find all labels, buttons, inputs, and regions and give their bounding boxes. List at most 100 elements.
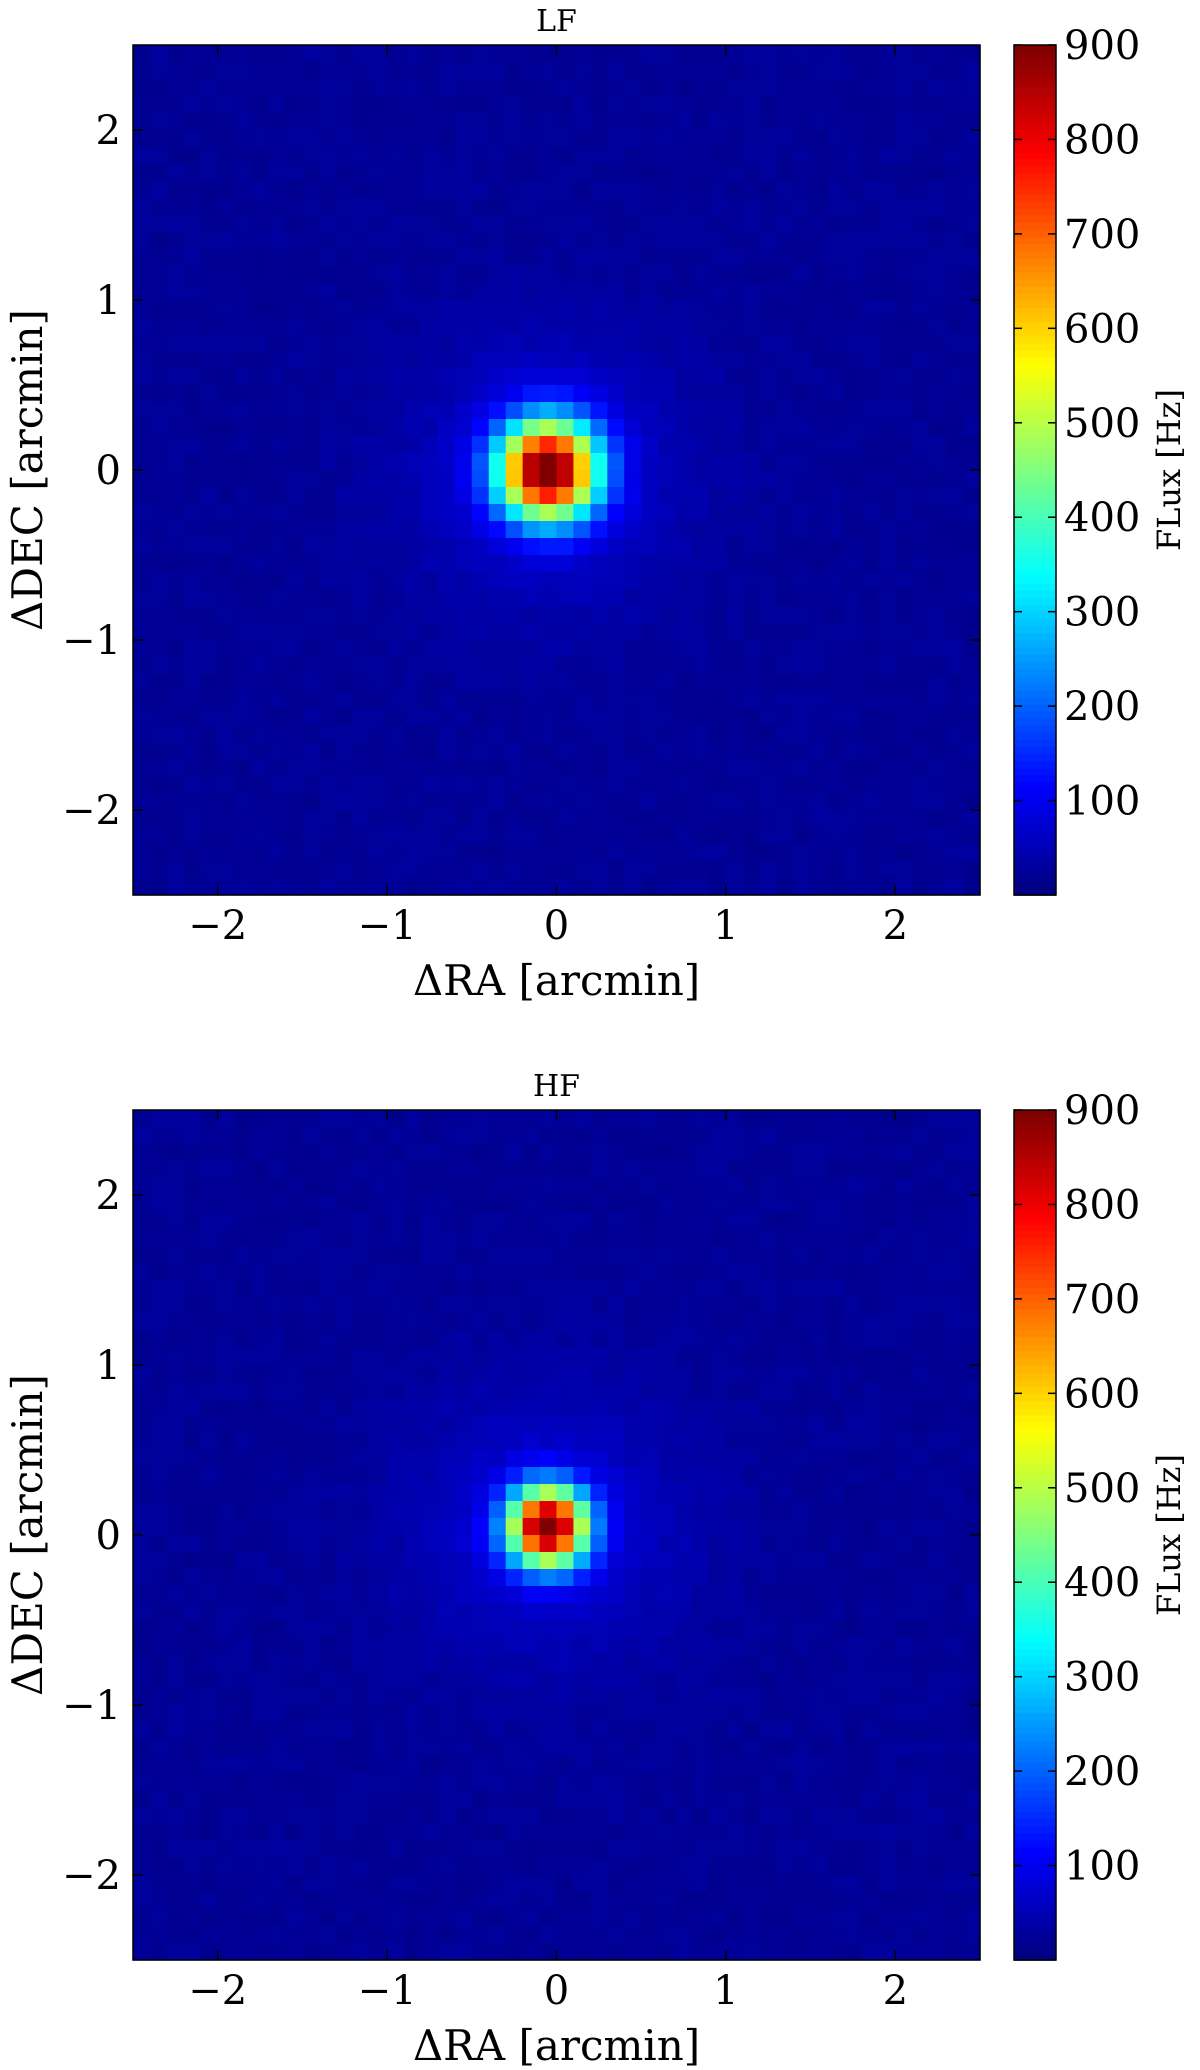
heatmap-cell [607, 504, 625, 522]
heatmap-cell [268, 793, 287, 811]
heatmap-cell [708, 1195, 727, 1213]
heatmap-cell [590, 521, 608, 539]
heatmap-cell [420, 45, 439, 63]
heatmap-cell [133, 1671, 151, 1689]
heatmap-cell [708, 1348, 727, 1366]
heatmap-cell [285, 572, 303, 590]
heatmap-cell [624, 1348, 642, 1366]
heatmap-cell [505, 1178, 524, 1196]
heatmap-cell [488, 1365, 507, 1383]
heatmap-cell [387, 861, 405, 879]
heatmap-cell [437, 1348, 456, 1366]
colorbar-segment [1014, 675, 1056, 684]
heatmap-cell [133, 62, 151, 80]
heatmap-cell [251, 96, 270, 114]
heatmap-cell [742, 878, 761, 896]
heatmap-cell [522, 759, 541, 777]
heatmap-cell [285, 215, 303, 233]
heatmap-cell [861, 827, 879, 845]
heatmap-cell [251, 79, 270, 97]
heatmap-cell [759, 810, 778, 828]
heatmap-cell [556, 181, 575, 199]
heatmap-cell [370, 419, 388, 437]
heatmap-cell [200, 623, 219, 641]
heatmap-cell [268, 1365, 287, 1383]
heatmap-cell [505, 1858, 524, 1876]
heatmap-cell [370, 861, 388, 879]
heatmap-cell [607, 181, 625, 199]
heatmap-cell [607, 198, 625, 216]
heatmap-cell [607, 810, 625, 828]
heatmap-cell [234, 1212, 253, 1230]
heatmap-cell [827, 1535, 846, 1553]
heatmap-cell [234, 300, 253, 318]
heatmap-cell [810, 1365, 829, 1383]
heatmap-cell [556, 402, 575, 420]
heatmap-cell [912, 538, 930, 556]
heatmap-cell [370, 1433, 388, 1451]
heatmap-cell [641, 1858, 659, 1876]
heatmap-cell [522, 368, 541, 386]
heatmap-cell [319, 215, 337, 233]
heatmap-cell [895, 1671, 913, 1689]
heatmap-cell [624, 1858, 642, 1876]
heatmap-cell [912, 45, 930, 63]
heatmap-cell [420, 1671, 439, 1689]
heatmap-cell [590, 1212, 608, 1230]
heatmap-cell [725, 1212, 744, 1230]
heatmap-cell [573, 113, 591, 131]
heatmap-cell [573, 198, 591, 216]
heatmap-cell [183, 674, 202, 692]
heatmap-cell [133, 1297, 151, 1315]
heatmap-cell [285, 1535, 303, 1553]
heatmap-cell [404, 572, 422, 590]
heatmap-cell [810, 1178, 829, 1196]
heatmap-cell [234, 1246, 253, 1264]
heatmap-cell [895, 538, 913, 556]
heatmap-cell [251, 1331, 270, 1349]
heatmap-cell [556, 1433, 575, 1451]
heatmap-cell [573, 402, 591, 420]
heatmap-cell [420, 283, 439, 301]
heatmap-cell [471, 1416, 490, 1434]
heatmap-cell [675, 725, 693, 743]
heatmap-cell [607, 1348, 625, 1366]
heatmap-cell [844, 266, 863, 284]
heatmap-cell [844, 793, 863, 811]
heatmap-cell [217, 589, 236, 607]
heatmap-cell [166, 1943, 185, 1961]
heatmap-cell [488, 793, 507, 811]
heatmap-cell [895, 1263, 913, 1281]
heatmap-cell [742, 1518, 761, 1536]
heatmap-cell [827, 1773, 846, 1791]
heatmap-cell [946, 368, 964, 386]
heatmap-cell [404, 1824, 422, 1842]
heatmap-cell [149, 1297, 168, 1315]
heatmap-cell [505, 351, 524, 369]
heatmap-cell [420, 1178, 439, 1196]
heatmap-cell [793, 181, 812, 199]
heatmap-cell [149, 453, 168, 471]
heatmap-cell [624, 1246, 642, 1264]
heatmap-cell [319, 504, 337, 522]
heatmap-cell [387, 317, 405, 335]
heatmap-cell [742, 130, 761, 148]
heatmap-cell [200, 62, 219, 80]
heatmap-cell [370, 1382, 388, 1400]
heatmap-cell [133, 1399, 151, 1417]
heatmap-cell [658, 249, 676, 267]
heatmap-cell [302, 1943, 320, 1961]
heatmap-cell [776, 62, 795, 80]
heatmap-cell [759, 674, 778, 692]
heatmap-cell [200, 1212, 219, 1230]
heatmap-cell [590, 1875, 608, 1893]
heatmap-cell [200, 1365, 219, 1383]
heatmap-cell [370, 555, 388, 573]
heatmap-cell [793, 1331, 812, 1349]
heatmap-cell [285, 793, 303, 811]
heatmap-cell [370, 1637, 388, 1655]
heatmap-cell [759, 623, 778, 641]
heatmap-cell [895, 878, 913, 896]
heatmap-cell [404, 640, 422, 658]
heatmap-cell [454, 555, 473, 573]
